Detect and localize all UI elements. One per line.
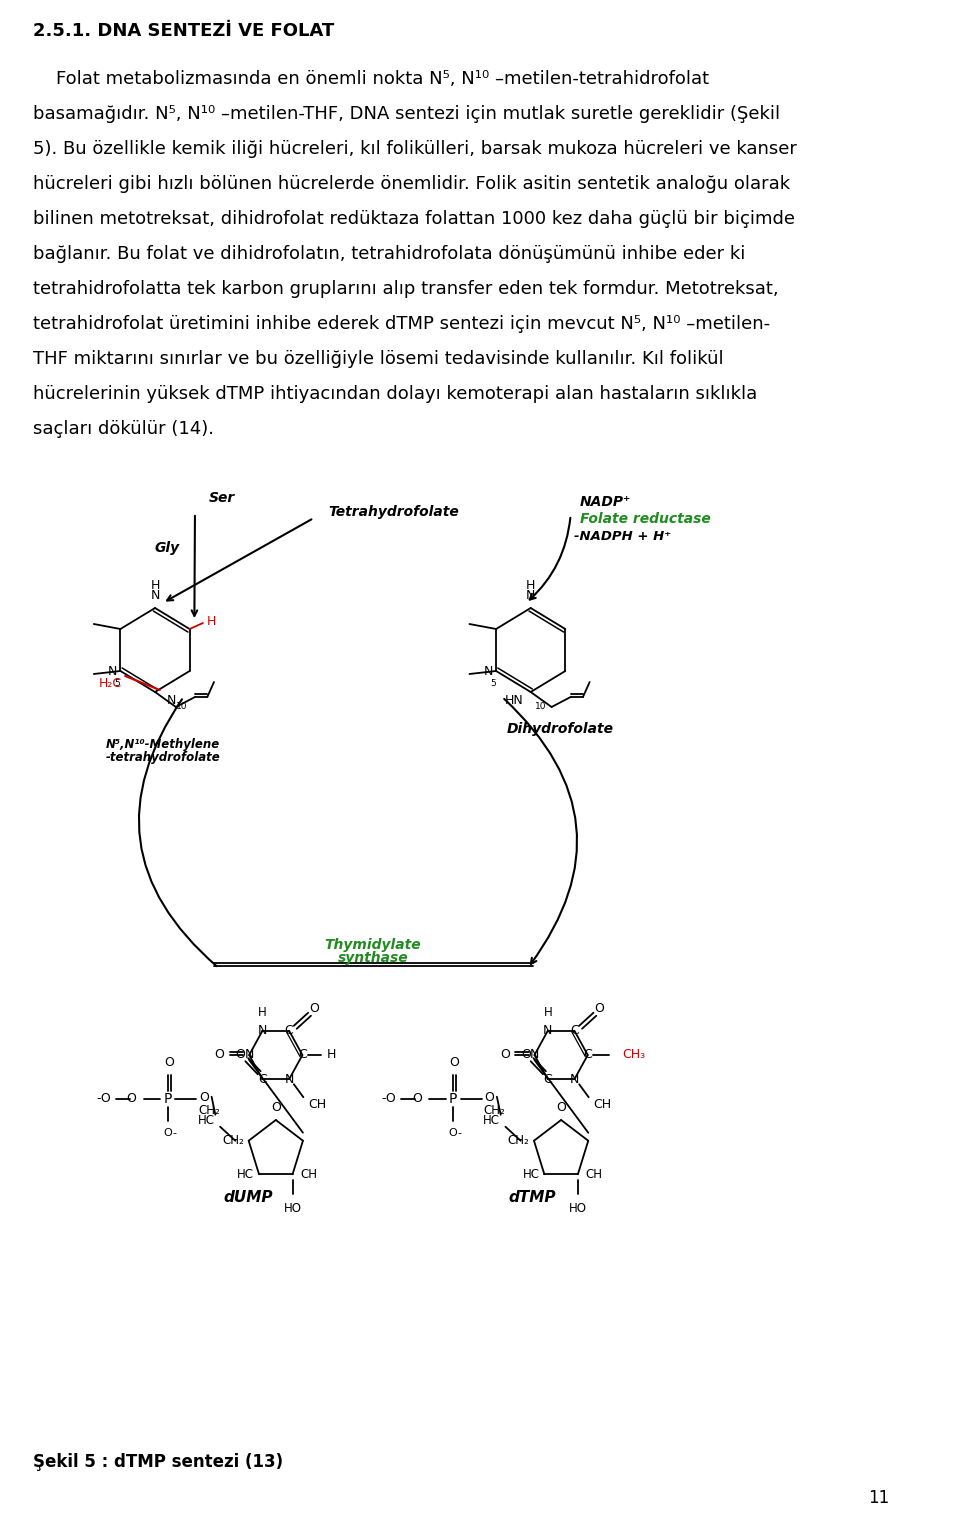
Text: N: N — [284, 1073, 294, 1086]
Text: bilinen metotreksat, dihidrofolat redüktaza folattan 1000 kez daha güçlü bir biç: bilinen metotreksat, dihidrofolat redükt… — [34, 209, 795, 228]
Text: O: O — [500, 1048, 510, 1060]
Text: -O: -O — [381, 1092, 396, 1106]
Text: O: O — [163, 1127, 172, 1138]
Text: O: O — [199, 1091, 209, 1104]
Text: 5: 5 — [114, 680, 120, 689]
Text: CH: CH — [308, 1098, 326, 1110]
Text: N: N — [108, 664, 117, 678]
Text: CH₂: CH₂ — [222, 1135, 244, 1147]
Text: HO: HO — [569, 1203, 587, 1215]
Text: HC: HC — [522, 1168, 540, 1180]
Text: H: H — [543, 1006, 552, 1019]
Text: Ser: Ser — [208, 492, 234, 505]
Text: basamağıdır. N⁵, N¹⁰ –metilen-THF, DNA sentezi için mutlak suretle gereklidir (Ş: basamağıdır. N⁵, N¹⁰ –metilen-THF, DNA s… — [34, 105, 780, 123]
Text: bağlanır. Bu folat ve dihidrofolatın, tetrahidrofolata dönüşümünü inhibe eder ki: bağlanır. Bu folat ve dihidrofolatın, te… — [34, 246, 746, 262]
Text: O: O — [556, 1101, 566, 1113]
Text: tetrahidrofolatta tek karbon gruplarını alıp transfer eden tek formdur. Metotrek: tetrahidrofolatta tek karbon gruplarını … — [34, 281, 779, 297]
Text: C: C — [570, 1024, 579, 1038]
Text: CH₂: CH₂ — [508, 1135, 529, 1147]
Text: Tetrahydrofolate: Tetrahydrofolate — [328, 505, 459, 519]
Text: NADP⁺: NADP⁺ — [580, 495, 632, 510]
Text: O: O — [485, 1091, 494, 1104]
Text: C: C — [298, 1048, 307, 1062]
Text: O: O — [271, 1101, 280, 1113]
Text: O: O — [594, 1003, 604, 1015]
Text: P: P — [163, 1092, 172, 1106]
Text: C: C — [285, 1024, 294, 1038]
Text: THF miktarını sınırlar ve bu özelliğiyle lösemi tedavisinde kullanılır. Kıl foli: THF miktarını sınırlar ve bu özelliğiyle… — [34, 350, 724, 369]
Text: Folat metabolizmasında en önemli nokta N⁵, N¹⁰ –metilen-tetrahidrofolat: Folat metabolizmasında en önemli nokta N… — [34, 70, 709, 88]
Text: -O: -O — [96, 1092, 110, 1106]
Text: O: O — [127, 1092, 136, 1106]
Text: Şekil 5 : dTMP sentezi (13): Şekil 5 : dTMP sentezi (13) — [34, 1453, 283, 1471]
Text: HC: HC — [237, 1168, 254, 1180]
Text: dTMP: dTMP — [509, 1189, 556, 1204]
Text: 5: 5 — [491, 680, 496, 689]
Text: Thymidylate: Thymidylate — [324, 938, 421, 953]
Text: 10: 10 — [536, 702, 547, 711]
Text: HN: HN — [504, 693, 523, 707]
Text: 5). Bu özellikle kemik iliği hücreleri, kıl folikülleri, barsak mukoza hücreleri: 5). Bu özellikle kemik iliği hücreleri, … — [34, 140, 797, 158]
Text: N: N — [526, 589, 536, 602]
Text: O: O — [448, 1127, 458, 1138]
Text: N: N — [258, 1024, 267, 1038]
Text: N⁵,N¹⁰-Methylene: N⁵,N¹⁰-Methylene — [106, 737, 220, 751]
Text: CH₃: CH₃ — [622, 1048, 645, 1062]
Text: N: N — [484, 664, 493, 678]
Text: tetrahidrofolat üretimini inhibe ederek dTMP sentezi için mevcut N⁵, N¹⁰ –metile: tetrahidrofolat üretimini inhibe ederek … — [34, 316, 771, 334]
Text: H: H — [206, 614, 216, 628]
Text: O: O — [412, 1092, 421, 1106]
Text: P: P — [449, 1092, 457, 1106]
Text: 2.5.1. DNA SENTEZİ VE FOLAT: 2.5.1. DNA SENTEZİ VE FOLAT — [34, 23, 334, 39]
Text: O: O — [521, 1048, 531, 1060]
Text: CH: CH — [593, 1098, 612, 1110]
Text: CH₂: CH₂ — [199, 1104, 220, 1117]
Text: -: - — [173, 1127, 177, 1138]
Text: CH₂: CH₂ — [484, 1104, 506, 1117]
Text: C: C — [543, 1073, 552, 1086]
Text: N: N — [245, 1048, 253, 1062]
Text: HC: HC — [483, 1113, 500, 1127]
Text: N: N — [543, 1024, 553, 1038]
Text: synthase: synthase — [338, 951, 408, 965]
Text: Dihydrofolate: Dihydrofolate — [507, 722, 613, 736]
Text: H: H — [327, 1048, 337, 1062]
Text: H: H — [526, 579, 536, 592]
Text: N: N — [151, 589, 159, 602]
Text: CH: CH — [586, 1168, 603, 1180]
Text: N: N — [530, 1048, 540, 1062]
Text: C: C — [584, 1048, 592, 1062]
Text: O: O — [215, 1048, 225, 1060]
Text: H: H — [151, 579, 159, 592]
Text: Folate reductase: Folate reductase — [580, 513, 711, 526]
Text: O: O — [235, 1048, 246, 1060]
Text: 10: 10 — [176, 702, 187, 711]
Text: -: - — [458, 1127, 462, 1138]
Text: saçları dökülür (14).: saçları dökülür (14). — [34, 420, 214, 438]
Text: H: H — [258, 1006, 267, 1019]
Text: 11: 11 — [868, 1490, 889, 1506]
Text: hücrelerinin yüksek dTMP ihtiyacından dolayı kemoterapi alan hastaların sıklıkla: hücrelerinin yüksek dTMP ihtiyacından do… — [34, 385, 757, 404]
Text: dUMP: dUMP — [224, 1189, 273, 1204]
Text: C: C — [258, 1073, 267, 1086]
Text: HC: HC — [198, 1113, 214, 1127]
Text: O: O — [309, 1003, 319, 1015]
Text: N: N — [166, 693, 176, 707]
Text: Gly: Gly — [154, 542, 180, 555]
Text: O: O — [449, 1056, 459, 1069]
Text: hücreleri gibi hızlı bölünen hücrelerde önemlidir. Folik asitin sentetik analoğu: hücreleri gibi hızlı bölünen hücrelerde … — [34, 174, 790, 193]
Text: H₂C: H₂C — [99, 677, 122, 690]
Text: HO: HO — [283, 1203, 301, 1215]
Text: N: N — [569, 1073, 579, 1086]
Text: -tetrahydrofolate: -tetrahydrofolate — [106, 751, 220, 765]
Text: O: O — [164, 1056, 174, 1069]
Text: -NADPH + H⁺: -NADPH + H⁺ — [574, 529, 672, 543]
Text: CH: CH — [300, 1168, 317, 1180]
